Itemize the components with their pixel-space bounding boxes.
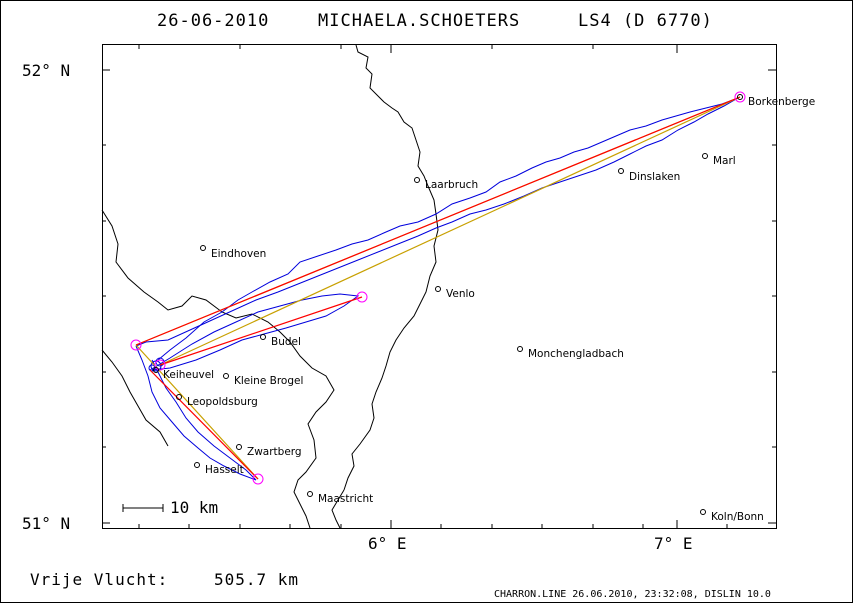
city-label-maastricht: Maastricht xyxy=(318,493,373,505)
track-leg-to-borkenberge xyxy=(157,97,739,361)
city-label-borkenberge: Borkenberge xyxy=(748,96,815,108)
city-label-budel: Budel xyxy=(271,336,301,348)
city-label-keiheuvel: Keiheuvel xyxy=(163,369,214,381)
city-label-dinslaken: Dinslaken xyxy=(629,171,680,183)
track-leg-south xyxy=(135,345,257,481)
leg-red-1 xyxy=(135,96,741,346)
distance-value: 505.7 km xyxy=(214,570,299,589)
city-label-laarbruch: Laarbruch xyxy=(425,179,478,191)
task-legs xyxy=(135,96,741,480)
river-maas xyxy=(101,349,169,447)
city-markers xyxy=(153,94,743,515)
city-label-venlo: Venlo xyxy=(446,288,475,300)
leg-yellow-2 xyxy=(159,96,741,366)
title-glider: LS4 (D 6770) xyxy=(578,11,713,31)
border-nl-de xyxy=(343,44,439,491)
city-label-kleine-brogel: Kleine Brogel xyxy=(234,375,303,387)
city-label-leopoldsburg: Leopoldsburg xyxy=(187,396,258,408)
track-leg-venlo-tp xyxy=(149,293,360,371)
map-frame xyxy=(102,44,777,529)
lon-label-7: 7° E xyxy=(654,534,693,553)
scale-bar-label: 10 km xyxy=(170,498,218,517)
city-label-zwartberg: Zwartberg xyxy=(247,446,302,458)
turnpoint-zwartberg xyxy=(252,473,264,485)
title-date: 26-06-2010 xyxy=(157,11,269,31)
credit-line: CHARRON.LINE 26.06.2010, 23:32:08, DISLI… xyxy=(494,589,771,600)
turnpoint-keiheuvel xyxy=(154,359,166,371)
scale-bar xyxy=(122,504,164,512)
city-label-monchengladbach: Monchengladbach xyxy=(528,348,624,360)
title-pilot: MICHAELA.SCHOETERS xyxy=(318,11,520,31)
leg-red-3 xyxy=(149,369,259,480)
flight-track xyxy=(135,97,739,481)
turnpoint-borkenberge xyxy=(734,91,746,103)
city-label-eindhoven: Eindhoven xyxy=(211,248,266,260)
leg-red-2 xyxy=(159,296,363,366)
lat-label-51: 51° N xyxy=(22,514,70,533)
border-be-nl xyxy=(101,209,335,529)
axis-ticks xyxy=(102,45,776,528)
city-labels: Borkenberge Marl Dinslaken Laarbruch Ein… xyxy=(163,96,815,523)
turnpoint-venlo-east xyxy=(356,291,368,303)
lat-label-52: 52° N xyxy=(22,61,70,80)
city-label-hasselt: Hasselt xyxy=(205,464,244,476)
distance-label: Vrije Vlucht: xyxy=(30,570,168,589)
turnpoints xyxy=(130,91,746,485)
city-label-koln-bonn: Koln/Bonn xyxy=(711,511,764,523)
leg-yellow-3 xyxy=(135,344,259,480)
lon-label-6: 6° E xyxy=(368,534,407,553)
border-be-de xyxy=(331,489,345,529)
track-leg-back xyxy=(135,97,739,347)
turnpoint-west xyxy=(130,339,142,351)
city-label-marl: Marl xyxy=(713,155,736,167)
